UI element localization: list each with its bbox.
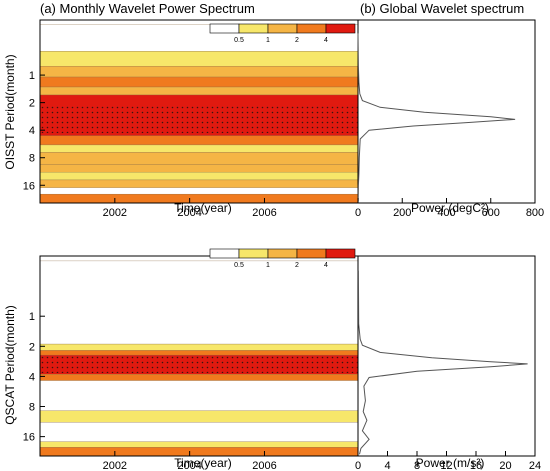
qscat-legend-label-3: 4 [324, 262, 328, 269]
oisst-power-tick-label-2: 400 [437, 207, 455, 219]
oisst-legend-label-1: 1 [266, 37, 270, 44]
qscat-y-tick-label-2: 4 [29, 371, 35, 383]
qscat-power-band-9 [39, 447, 359, 457]
oisst-x-tick-label-0: 2002 [103, 207, 127, 219]
oisst-global-spectrum-line [357, 33, 516, 202]
qscat-power-band-6 [39, 410, 359, 423]
oisst-legend-swatch-2 [267, 23, 298, 34]
qscat-x-tick-label-1: 2004 [177, 460, 201, 471]
oisst-power-axis-label: Power (degC²) [411, 201, 489, 215]
oisst-legend-swatch-4 [325, 23, 356, 34]
qscat-legend-swatch-1 [238, 248, 269, 259]
oisst-power-band-1 [39, 51, 359, 67]
oisst-power-tick-label-1: 200 [393, 207, 411, 219]
qscat-power-band-0 [39, 260, 359, 345]
qscat-y-tick-label-1: 2 [29, 341, 35, 353]
oisst-significance-region [40, 104, 358, 134]
qscat-legend-label-1: 1 [266, 262, 270, 269]
oisst-y-tick-label-0: 1 [29, 70, 35, 82]
oisst-x-tick-label-1: 2004 [177, 207, 201, 219]
qscat-power-tick-label-1: 4 [384, 460, 390, 471]
qscat-global-spectrum-line [357, 270, 528, 455]
qscat-power-axis-label: Power (m/s²) [416, 456, 485, 470]
oisst-global-spectrum-frame [357, 19, 536, 204]
oisst-y-axis-label: OISST Period(month) [3, 54, 17, 169]
oisst-power-band-6 [39, 135, 359, 146]
oisst-power-tick-label-0: 0 [355, 207, 361, 219]
qscat-y-tick-label-0: 1 [29, 311, 35, 323]
qscat-x-axis-label: Time(year) [174, 456, 232, 470]
panel-a-title: (a) Monthly Wavelet Power Spectrum [40, 1, 255, 16]
qscat-legend-label-0: 0.5 [234, 262, 244, 269]
oisst-x-tick-label-2: 2006 [252, 207, 276, 219]
color-legend-qscat: 0.5 1 2 4 [209, 248, 356, 269]
oisst-x-axis-label: Time(year) [174, 201, 232, 215]
qscat-power-tick-label-3: 12 [440, 460, 452, 471]
oisst-power-band-3 [39, 76, 359, 88]
qscat-power-band-1 [39, 343, 359, 351]
qscat-y-axis-label: QSCAT Period(month) [3, 305, 17, 425]
oisst-heatmap-panel: 2002 2004 2006 1 2 4 8 16 [23, 19, 359, 219]
qscat-power-tick-label-0: 0 [355, 460, 361, 471]
qscat-power-tick-label-4: 16 [470, 460, 482, 471]
qscat-power-tick-label-2: 8 [414, 460, 420, 471]
panel-b-title: (b) Global Wavelet spectrum [360, 1, 524, 16]
qscat-x-tick-label-0: 2002 [103, 460, 127, 471]
oisst-power-band-11 [39, 179, 359, 188]
qscat-y-tick-label-4: 16 [23, 432, 35, 444]
qscat-global-spectrum-frame [357, 255, 536, 457]
qscat-legend-label-2: 2 [295, 262, 299, 269]
oisst-y-tick-label-2: 4 [29, 125, 35, 137]
qscat-global-spectrum-panel: 0 4 8 12 16 20 24 [355, 255, 541, 471]
oisst-power-tick-label-3: 600 [482, 207, 500, 219]
qscat-power-tick-label-6: 24 [529, 460, 541, 471]
qscat-power-band-7 [39, 422, 359, 442]
oisst-legend-label-2: 2 [295, 37, 299, 44]
oisst-y-tick-label-1: 2 [29, 98, 35, 110]
oisst-power-band-8 [39, 152, 359, 165]
oisst-power-tick-label-4: 800 [526, 207, 544, 219]
oisst-legend-label-3: 4 [324, 37, 328, 44]
oisst-y-tick-label-4: 16 [23, 180, 35, 192]
qscat-power-band-8 [39, 441, 359, 448]
qscat-legend-swatch-4 [325, 248, 356, 259]
oisst-global-spectrum-panel: 0 200 400 600 800 [355, 19, 544, 219]
oisst-legend-swatch-1 [238, 23, 269, 34]
oisst-legend-swatch-3 [296, 23, 327, 34]
qscat-power-band-4 [39, 374, 359, 381]
qscat-legend-swatch-2 [267, 248, 298, 259]
qscat-y-tick-label-3: 8 [29, 402, 35, 414]
qscat-power-band-2 [39, 350, 359, 356]
qscat-legend-swatch-3 [296, 248, 327, 259]
qscat-heatmap-panel: 2002 2004 2006 1 2 4 8 16 [23, 255, 359, 471]
qscat-x-tick-label-2: 2006 [252, 460, 276, 471]
oisst-legend-swatch-0 [209, 23, 240, 34]
oisst-power-band-12 [39, 187, 359, 195]
oisst-power-band-2 [39, 66, 359, 78]
oisst-power-band-10 [39, 171, 359, 181]
oisst-y-tick-label-3: 8 [29, 153, 35, 165]
qscat-power-band-5 [39, 380, 359, 411]
qscat-significance-region [40, 356, 358, 374]
qscat-power-tick-label-5: 20 [499, 460, 511, 471]
qscat-legend-swatch-0 [209, 248, 240, 259]
oisst-power-band-9 [39, 164, 359, 173]
oisst-power-band-4 [39, 86, 359, 96]
oisst-legend-label-0: 0.5 [234, 37, 244, 44]
color-legend-oisst: 0.5 1 2 4 [209, 23, 356, 44]
oisst-power-band-7 [39, 144, 359, 153]
